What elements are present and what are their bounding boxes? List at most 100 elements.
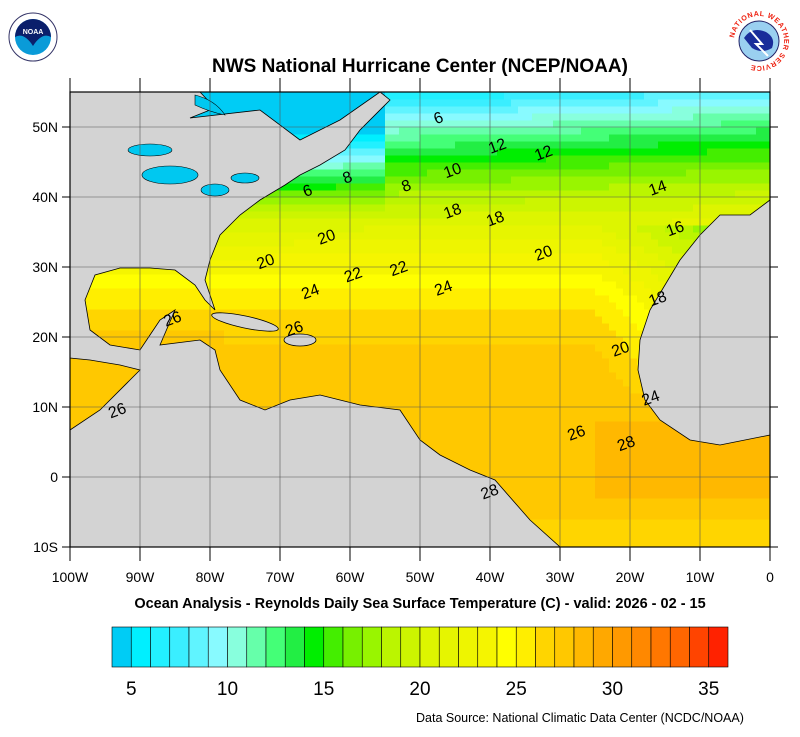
sst-cell <box>476 197 484 205</box>
sst-cell <box>210 316 218 324</box>
sst-cell <box>490 393 498 401</box>
sst-cell <box>371 253 379 261</box>
sst-cell <box>280 183 288 191</box>
sst-cell <box>462 323 470 331</box>
sst-cell <box>518 337 526 345</box>
sst-cell <box>238 274 246 282</box>
sst-cell <box>455 442 463 450</box>
sst-cell <box>588 260 596 268</box>
sst-cell <box>189 309 197 317</box>
sst-cell <box>434 239 442 247</box>
sst-cell <box>301 351 309 359</box>
sst-cell <box>560 323 568 331</box>
sst-cell <box>560 372 568 380</box>
sst-cell <box>427 92 435 100</box>
sst-cell <box>329 204 337 212</box>
sst-cell <box>595 218 603 226</box>
sst-cell <box>588 127 596 135</box>
sst-cell <box>560 428 568 436</box>
sst-cell <box>371 169 379 177</box>
sst-cell <box>308 120 316 128</box>
sst-cell <box>406 351 414 359</box>
sst-cell <box>504 246 512 254</box>
sst-cell <box>595 162 603 170</box>
sst-cell <box>525 267 533 275</box>
sst-cell <box>490 260 498 268</box>
sst-cell <box>448 176 456 184</box>
sst-cell <box>245 372 253 380</box>
sst-cell <box>357 155 365 163</box>
sst-cell <box>490 155 498 163</box>
sst-cell <box>504 463 512 471</box>
sst-cell <box>588 463 596 471</box>
sst-cell <box>567 204 575 212</box>
sst-cell <box>511 239 519 247</box>
sst-cell <box>497 379 505 387</box>
sst-cell <box>476 120 484 128</box>
sst-cell <box>224 358 232 366</box>
sst-cell <box>518 113 526 121</box>
sst-cell <box>112 337 120 345</box>
sst-cell <box>595 204 603 212</box>
sst-cell <box>364 267 372 275</box>
sst-cell <box>280 344 288 352</box>
sst-cell <box>105 274 113 282</box>
sst-cell <box>574 491 582 499</box>
sst-cell <box>532 309 540 317</box>
sst-cell <box>483 428 491 436</box>
sst-cell <box>511 344 519 352</box>
sst-cell <box>203 302 211 310</box>
sst-cell <box>602 365 610 373</box>
sst-cell <box>462 232 470 240</box>
sst-cell <box>70 393 78 401</box>
sst-cell <box>539 407 547 415</box>
sst-cell <box>588 239 596 247</box>
sst-cell <box>427 141 435 149</box>
sst-cell <box>406 148 414 156</box>
sst-cell <box>504 239 512 247</box>
sst-cell <box>595 344 603 352</box>
sst-cell <box>343 190 351 198</box>
sst-cell <box>252 225 260 233</box>
sst-cell <box>294 232 302 240</box>
sst-cell <box>518 400 526 408</box>
sst-cell <box>112 281 120 289</box>
sst-cell <box>553 484 561 492</box>
sst-cell <box>462 127 470 135</box>
sst-cell <box>378 274 386 282</box>
sst-cell <box>511 232 519 240</box>
sst-cell <box>553 155 561 163</box>
sst-cell <box>455 155 463 163</box>
sst-cell <box>567 113 575 121</box>
sst-cell <box>420 302 428 310</box>
sst-cell <box>399 253 407 261</box>
sst-cell <box>497 141 505 149</box>
sst-cell <box>315 295 323 303</box>
sst-cell <box>511 295 519 303</box>
sst-cell <box>567 351 575 359</box>
sst-cell <box>581 435 589 443</box>
sst-cell <box>574 498 582 506</box>
sst-cell <box>532 316 540 324</box>
sst-cell <box>441 309 449 317</box>
sst-cell <box>140 281 148 289</box>
sst-cell <box>357 267 365 275</box>
sst-cell <box>273 400 281 408</box>
sst-cell <box>399 281 407 289</box>
sst-cell <box>357 274 365 282</box>
sst-cell <box>455 393 463 401</box>
sst-cell <box>315 281 323 289</box>
sst-cell <box>343 183 351 191</box>
sst-cell <box>490 372 498 380</box>
sst-cell <box>574 120 582 128</box>
sst-cell <box>469 351 477 359</box>
sst-cell <box>175 309 183 317</box>
sst-cell <box>224 246 232 254</box>
sst-cell <box>581 225 589 233</box>
sst-cell <box>539 127 547 135</box>
sst-cell <box>511 393 519 401</box>
sst-cell <box>357 134 365 142</box>
sst-cell <box>105 365 113 373</box>
sst-cell <box>399 365 407 373</box>
sst-cell <box>483 260 491 268</box>
